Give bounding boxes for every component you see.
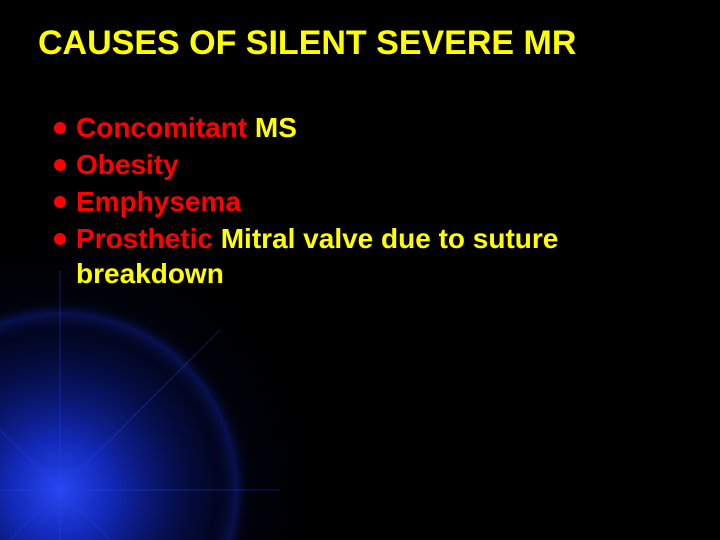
slide-title: CAUSES OF SILENT SEVERE MR [38,24,700,63]
list-item: Prosthetic Mitral valve due to suture br… [54,221,680,291]
bullet-icon [54,122,66,134]
list-item: Obesity [54,147,680,182]
bullet-lead: Concomitant [76,112,247,143]
bullet-rest: MS [247,112,297,143]
bullet-icon [54,196,66,208]
bullet-text: Emphysema [76,184,241,219]
bullet-text: Obesity [76,147,179,182]
bullet-text: Concomitant MS [76,110,297,145]
slide: CAUSES OF SILENT SEVERE MR Concomitant M… [0,0,720,540]
bullet-icon [54,159,66,171]
list-item: Concomitant MS [54,110,680,145]
bullet-list: Concomitant MS Obesity Emphysema Prosthe… [54,110,680,293]
bullet-text: Prosthetic Mitral valve due to suture br… [76,221,680,291]
bullet-lead: Emphysema [76,186,241,217]
bullet-icon [54,233,66,245]
bullet-lead: Obesity [76,149,179,180]
bullet-lead: Prosthetic [76,223,213,254]
list-item: Emphysema [54,184,680,219]
